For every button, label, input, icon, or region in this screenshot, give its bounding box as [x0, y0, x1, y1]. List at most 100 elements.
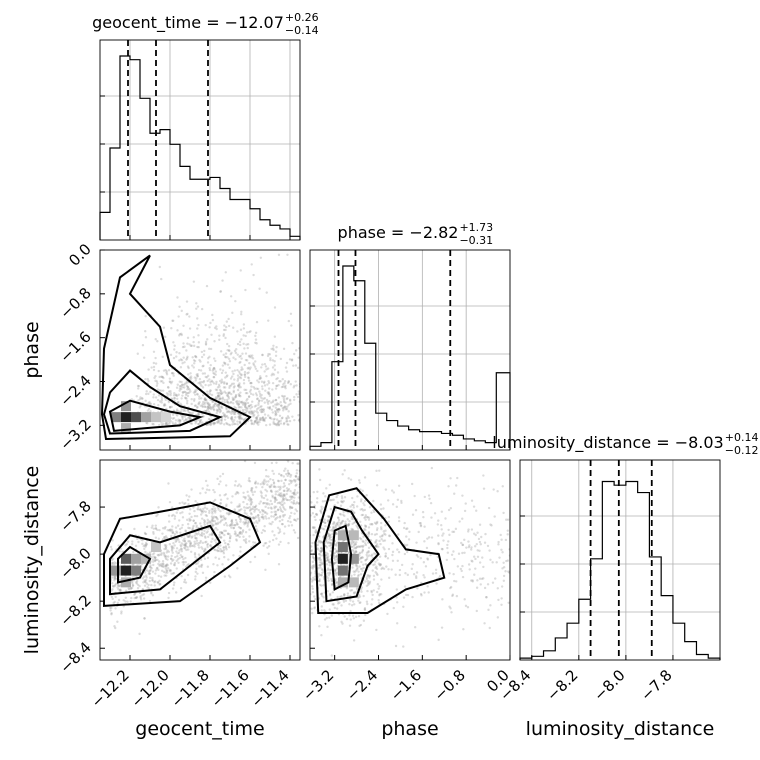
scatter-point — [216, 409, 220, 412]
scatter-point — [152, 530, 155, 534]
scatter-point — [319, 398, 321, 400]
scatter-point — [146, 422, 149, 425]
scatter-point — [151, 558, 155, 561]
scatter-point — [423, 495, 426, 499]
scatter-point — [113, 577, 116, 581]
scatter-point — [459, 567, 463, 571]
scatter-point — [175, 386, 179, 389]
scatter-point — [212, 515, 216, 518]
scatter-point — [218, 388, 222, 392]
scatter-point — [141, 397, 144, 400]
scatter-point — [209, 423, 212, 427]
scatter-point — [175, 351, 178, 354]
scatter-point — [213, 539, 216, 542]
scatter-point — [257, 519, 261, 523]
scatter-point — [420, 594, 423, 597]
scatter-point — [267, 379, 270, 383]
scatter-point — [256, 420, 259, 424]
scatter-point — [218, 407, 221, 411]
scatter-point — [160, 397, 164, 400]
scatter-point — [377, 545, 380, 548]
scatter-point — [277, 543, 281, 546]
scatter-point — [242, 500, 245, 504]
scatter-point — [230, 401, 233, 404]
scatter-point — [215, 517, 219, 520]
scatter-point — [189, 390, 192, 393]
scatter-point — [198, 381, 202, 384]
scatter-point — [237, 406, 240, 409]
scatter-point — [183, 502, 186, 506]
scatter-point — [266, 391, 270, 394]
scatter-point — [378, 594, 381, 597]
scatter-point — [212, 371, 215, 375]
scatter-point — [502, 566, 506, 569]
scatter-point — [183, 543, 187, 547]
scatter-point — [114, 577, 118, 581]
scatter-point — [138, 585, 141, 588]
scatter-point — [402, 526, 406, 530]
scatter-point — [147, 570, 151, 573]
scatter-point — [199, 513, 203, 516]
scatter-point — [206, 374, 210, 378]
scatter-point — [311, 369, 313, 371]
scatter-point — [244, 518, 247, 521]
scatter-point — [338, 512, 342, 516]
scatter-point — [216, 386, 220, 389]
scatter-point — [278, 516, 282, 519]
scatter-point — [185, 402, 189, 405]
scatter-point — [269, 499, 272, 503]
scatter-point — [476, 579, 479, 582]
scatter-point — [152, 563, 155, 567]
scatter-point — [350, 604, 354, 607]
scatter-point — [272, 348, 275, 352]
scatter-point — [318, 558, 321, 562]
scatter-point — [282, 515, 285, 518]
scatter-point — [296, 569, 298, 571]
scatter-point — [220, 405, 223, 408]
scatter-point — [255, 507, 258, 511]
scatter-point — [154, 379, 157, 383]
scatter-point — [222, 361, 226, 364]
scatter-point — [361, 556, 364, 559]
scatter-point — [144, 314, 147, 318]
scatter-point — [170, 572, 173, 575]
scatter-point — [124, 589, 128, 592]
scatter-point — [363, 476, 367, 479]
scatter-point — [170, 405, 173, 409]
scatter-point — [295, 509, 299, 513]
y-tick-label: −8.2 — [56, 591, 94, 629]
scatter-point — [237, 383, 240, 387]
scatter-point — [217, 394, 220, 397]
scatter-point — [184, 397, 187, 400]
scatter-point — [319, 510, 323, 513]
scatter-point — [355, 545, 359, 549]
scatter-point — [285, 472, 288, 476]
scatter-point — [346, 592, 350, 595]
scatter-point — [247, 410, 251, 413]
scatter-point — [248, 506, 251, 509]
scatter-point — [333, 556, 336, 560]
scatter-point — [307, 592, 309, 594]
scatter-point — [223, 493, 226, 497]
scatter-point — [164, 546, 168, 549]
title-lower-error: −0.12 — [725, 444, 759, 457]
scatter-point — [215, 382, 218, 386]
scatter-point — [419, 524, 423, 528]
scatter-point — [236, 491, 239, 494]
scatter-point — [334, 581, 338, 585]
scatter-point — [212, 366, 216, 370]
scatter-point — [220, 531, 223, 535]
scatter-point — [294, 454, 296, 456]
scatter-point — [151, 579, 154, 582]
scatter-point — [410, 482, 414, 486]
hist-panel-luminosity_distance: luminosity_distance = −8.03 +0.14−0.12 — [492, 431, 759, 661]
scatter-point — [413, 494, 416, 498]
scatter-point — [282, 475, 285, 478]
scatter-point — [318, 583, 322, 587]
scatter-point — [176, 524, 180, 527]
scatter-point — [181, 523, 184, 527]
scatter-point — [243, 373, 247, 376]
scatter-point — [210, 393, 214, 397]
scatter-point — [222, 386, 226, 389]
scatter-point — [313, 607, 316, 610]
